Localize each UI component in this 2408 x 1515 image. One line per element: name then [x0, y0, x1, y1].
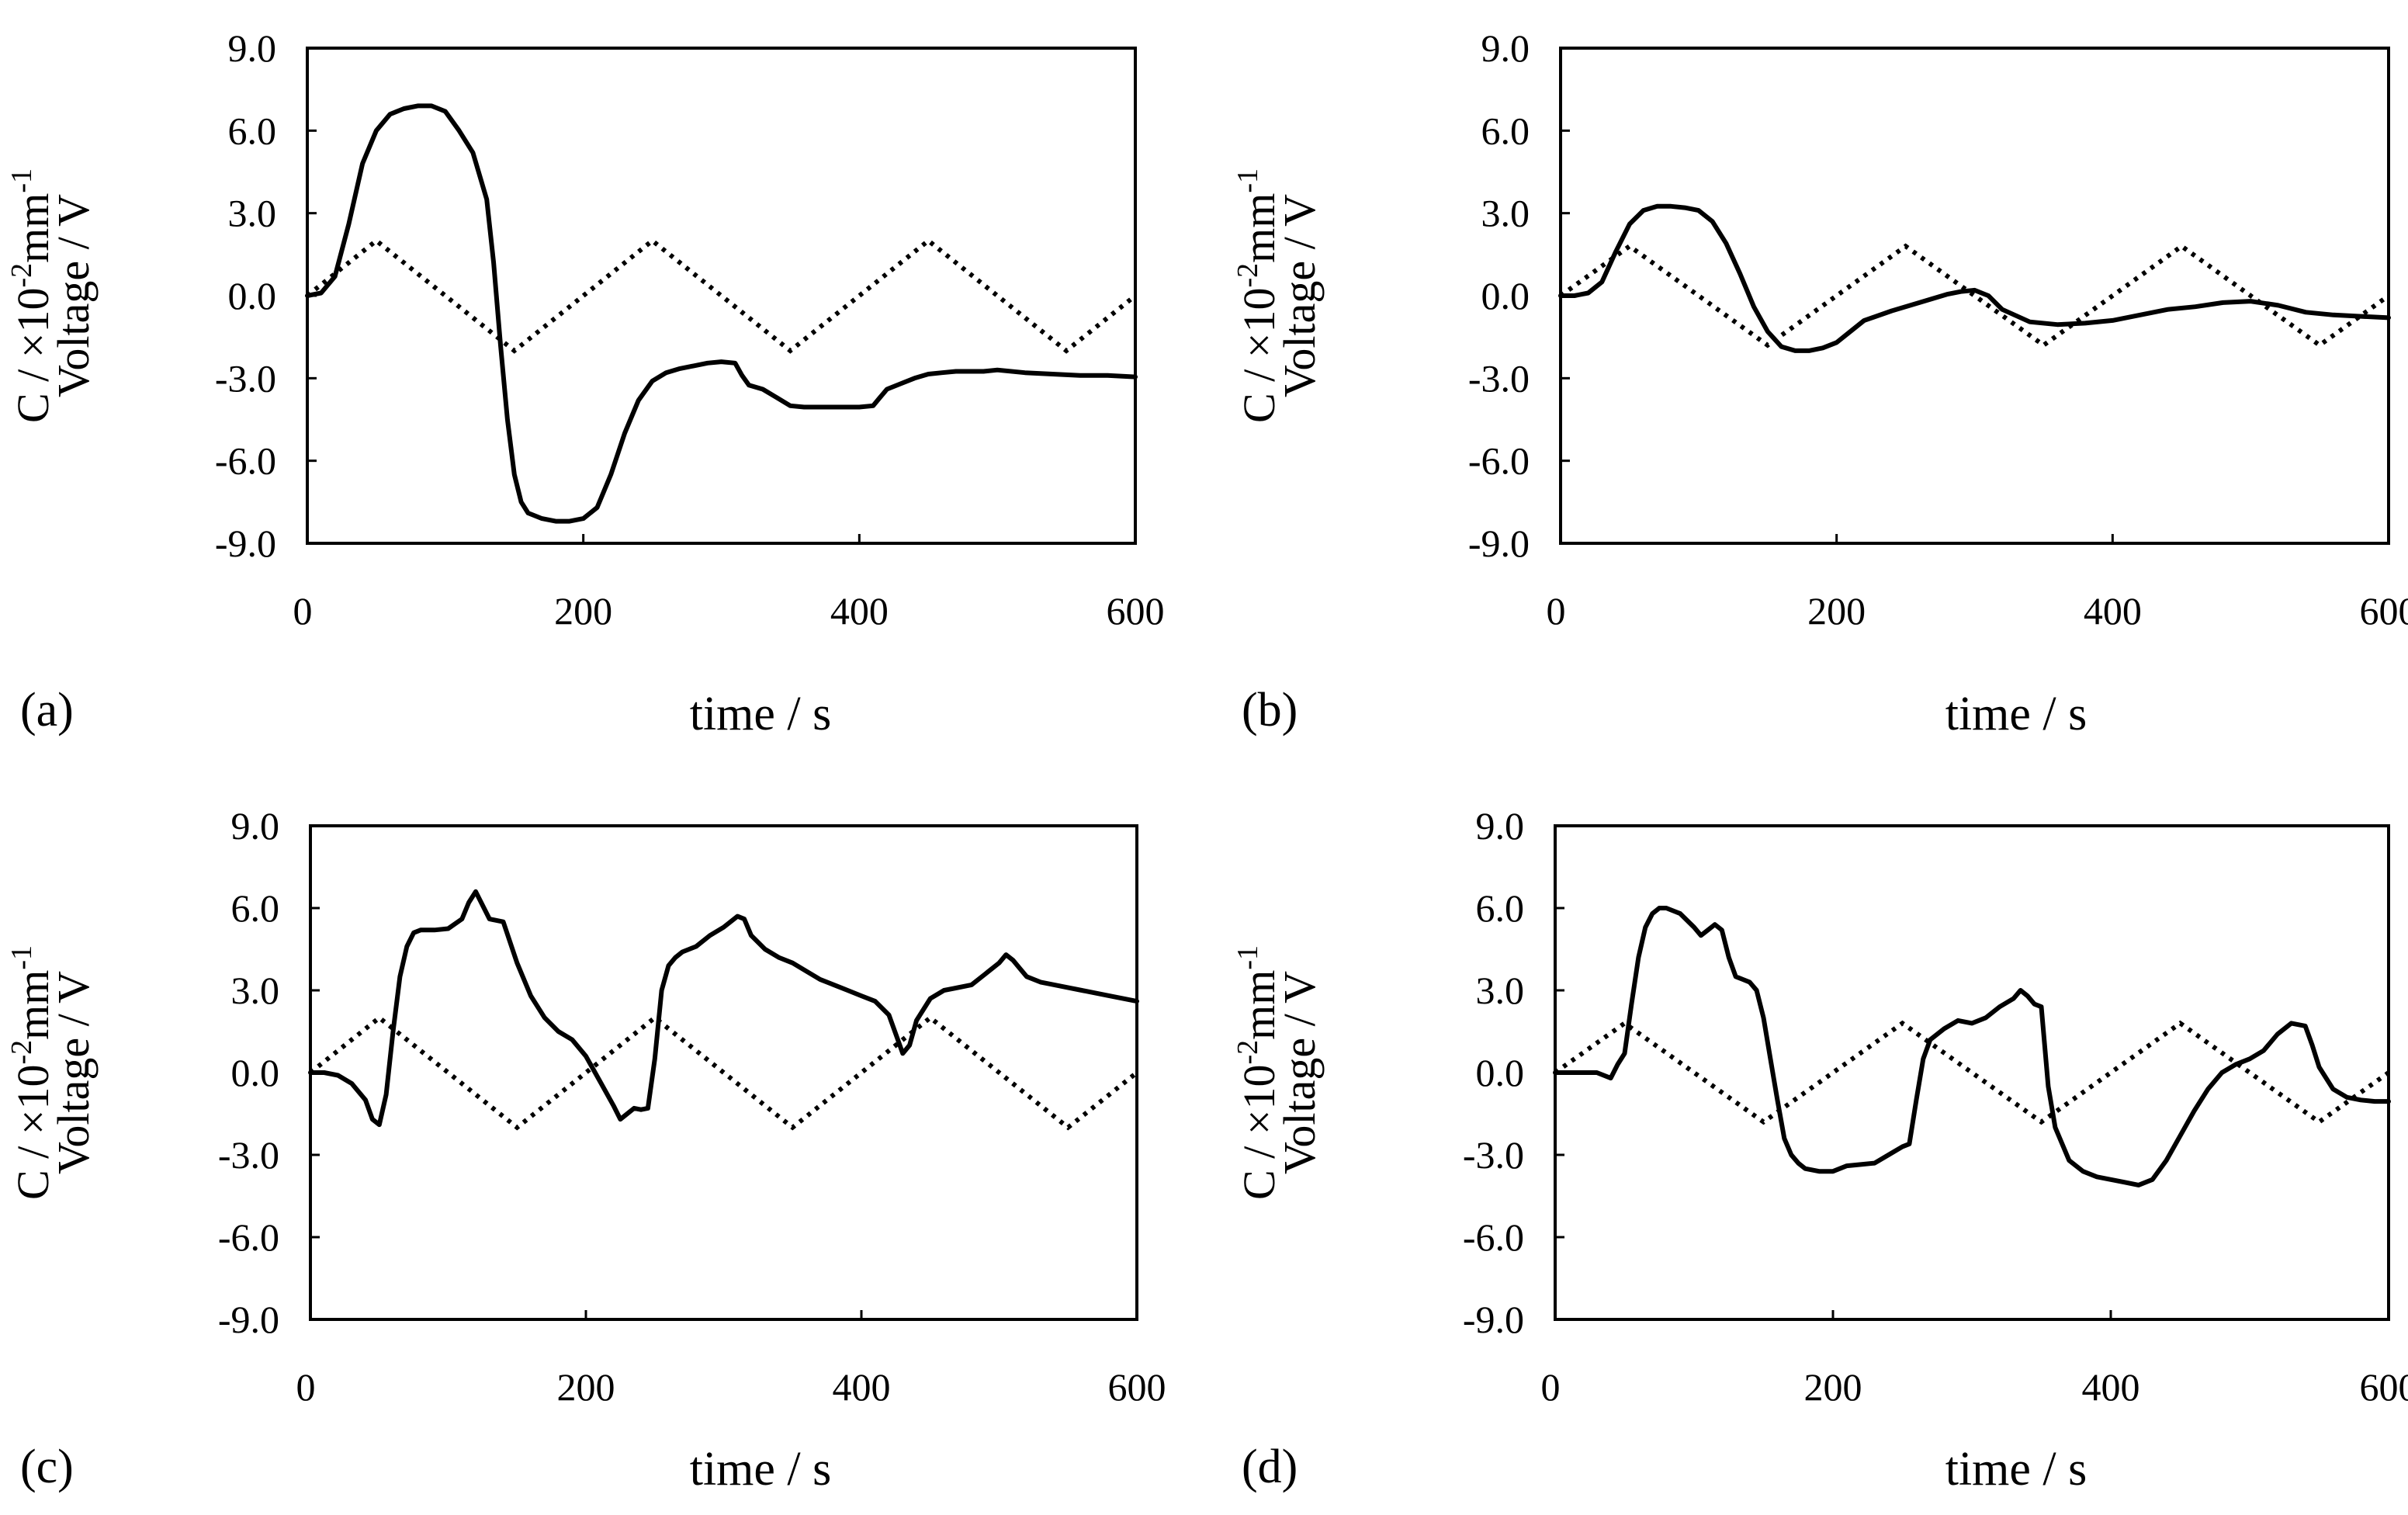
x-tick-label: 0 — [293, 589, 313, 633]
y-tick-label: -6.0 — [218, 1215, 279, 1259]
y-axis-label-part: -2 — [5, 263, 38, 288]
y-axis-label-line-1: C / ×10-2mm-1 — [1232, 168, 1284, 423]
y-axis-label-line-2: Voltage / V — [48, 971, 99, 1174]
x-axis-label: time / s — [1945, 1443, 2088, 1496]
y-tick-label: 9.0 — [228, 26, 277, 70]
y-tick-label: 6.0 — [231, 886, 280, 930]
y-axis-label-part: -1 — [1232, 945, 1264, 970]
panel-label: (d) — [1242, 1440, 1298, 1493]
y-tick-label: 3.0 — [231, 969, 280, 1012]
y-axis-label-part: C / ×10 — [8, 288, 58, 424]
y-axis-label-part: -1 — [5, 945, 38, 970]
y-tick-label: -9.0 — [215, 522, 276, 565]
y-axis-label-part: mm — [1234, 970, 1284, 1040]
y-axis-label-part: -1 — [1232, 168, 1264, 193]
x-tick-label: 0 — [296, 1365, 316, 1409]
y-axis-label-line-1: C / ×10-2mm-1 — [5, 168, 58, 423]
y-tick-label: 6.0 — [1481, 109, 1530, 152]
y-axis-label-line-2: Voltage / V — [48, 194, 99, 397]
y-tick-label: 9.0 — [1476, 804, 1525, 848]
panel-a: 9.0 6.0 3.0 0.0 -3.0 -6.0 -9.0 0 200 400 600 time /… — [5, 26, 1165, 740]
y-axis-label-line-2: Voltage / V — [1274, 194, 1325, 397]
panel-c: 9.0 6.0 3.0 0.0 -3.0 -6.0 -9.0 0 200 400 600 time /… — [5, 804, 1166, 1496]
y-tick-label: 9.0 — [231, 804, 280, 848]
y-tick-label: -6.0 — [1463, 1215, 1524, 1259]
panel-b: 9.0 6.0 3.0 0.0 -3.0 -6.0 -9.0 0 200 400 600 time /… — [1232, 26, 2408, 740]
x-axis-label: time / s — [690, 688, 832, 740]
panel-label: (a) — [20, 684, 74, 737]
series-line-voltage — [309, 1014, 1138, 1131]
plot-frame — [1554, 824, 2390, 1321]
series-line-voltage — [1559, 243, 2390, 348]
x-axis-label: time / s — [690, 1443, 832, 1496]
panel-label: (c) — [20, 1440, 74, 1493]
y-tick-label: -6.0 — [1468, 439, 1530, 483]
plot-frame — [1559, 47, 2390, 545]
series-line-c — [1558, 203, 2391, 353]
y-axis-label-part: C / ×10 — [8, 1065, 58, 1201]
y-tick-label: 0.0 — [1476, 1051, 1525, 1094]
y-tick-label: -3.0 — [215, 356, 276, 400]
x-axis-label: time / s — [1945, 688, 2088, 740]
x-tick-label: 0 — [1547, 589, 1566, 633]
x-tick-label: 400 — [833, 1365, 891, 1409]
x-tick-label: 600 — [1108, 1365, 1166, 1409]
x-tick-label: 400 — [2084, 589, 2142, 633]
y-axis-label-line-2: Voltage / V — [1274, 971, 1325, 1174]
y-tick-label: -3.0 — [1463, 1133, 1524, 1177]
y-axis-label-part: C / ×10 — [1234, 288, 1284, 424]
series-line-c — [305, 103, 1138, 524]
y-tick-label: 3.0 — [228, 192, 277, 235]
x-tick-label: 200 — [1804, 1365, 1862, 1409]
y-tick-label: 0.0 — [1481, 274, 1530, 317]
y-tick-label: 0.0 — [228, 274, 277, 317]
y-axis-label-part: -2 — [5, 1040, 38, 1065]
y-tick-label: 0.0 — [231, 1051, 280, 1094]
series-line-c — [1553, 906, 2391, 1187]
y-tick-label: -9.0 — [1463, 1298, 1524, 1341]
x-tick-label: 200 — [1807, 589, 1866, 633]
x-tick-label: 600 — [2360, 1365, 2408, 1409]
series-line-c — [308, 889, 1139, 1128]
panel-label: (b) — [1242, 684, 1298, 737]
panel-d: 9.0 6.0 3.0 0.0 -3.0 -6.0 -9.0 0 200 400 600 time /… — [1232, 804, 2408, 1496]
x-tick-label: 600 — [2360, 589, 2408, 633]
y-tick-label: -3.0 — [1468, 356, 1530, 400]
y-tick-label: -6.0 — [215, 439, 276, 483]
y-axis-label-line-1: C / ×10-2mm-1 — [5, 945, 58, 1200]
x-tick-label: 400 — [830, 589, 889, 633]
y-tick-label: -3.0 — [218, 1133, 279, 1177]
series-line-voltage — [1554, 1020, 2390, 1125]
y-tick-label: 3.0 — [1481, 192, 1530, 235]
y-axis-label-part: mm — [8, 193, 58, 263]
y-tick-label: 9.0 — [1481, 26, 1530, 70]
y-axis-label-part: mm — [8, 970, 58, 1040]
y-tick-label: -9.0 — [1468, 522, 1530, 565]
y-tick-label: 3.0 — [1476, 969, 1525, 1012]
y-axis-label-part: -2 — [1232, 1040, 1264, 1065]
x-tick-label: 200 — [557, 1365, 615, 1409]
y-axis-label-part: -2 — [1232, 263, 1264, 288]
x-tick-label: 200 — [554, 589, 612, 633]
x-tick-label: 400 — [2082, 1365, 2140, 1409]
y-tick-label: 6.0 — [228, 109, 277, 152]
y-axis-label-part: mm — [1234, 193, 1284, 263]
y-axis-label-part: C / ×10 — [1234, 1065, 1284, 1201]
plot-frame — [306, 47, 1137, 545]
x-tick-label: 0 — [1541, 1365, 1561, 1409]
y-axis-label-line-1: C / ×10-2mm-1 — [1232, 945, 1284, 1200]
x-tick-label: 600 — [1107, 589, 1165, 633]
series-line-voltage — [306, 237, 1137, 354]
y-tick-label: 6.0 — [1476, 886, 1525, 930]
y-axis-label-part: -1 — [5, 168, 38, 193]
y-tick-label: -9.0 — [218, 1298, 279, 1341]
